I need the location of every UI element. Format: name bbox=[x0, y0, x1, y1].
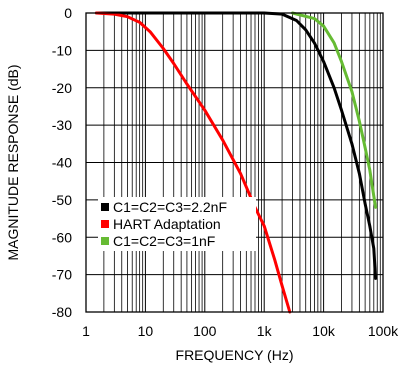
x-axis-title: FREQUENCY (Hz) bbox=[176, 347, 294, 363]
x-tick-label: 1 bbox=[82, 323, 90, 339]
legend-swatch bbox=[101, 220, 109, 228]
x-tick-labels: 1 10 100 1k 10k 100k bbox=[82, 323, 399, 339]
y-tick-label: 0 bbox=[64, 5, 72, 21]
y-tick-label: -30 bbox=[52, 117, 72, 133]
y-tick-label: -70 bbox=[52, 267, 72, 283]
x-tick-label: 10k bbox=[312, 323, 336, 339]
grid bbox=[86, 13, 383, 312]
legend-swatch bbox=[101, 237, 109, 245]
x-tick-label: 100k bbox=[368, 323, 399, 339]
x-tick-label: 100 bbox=[193, 323, 217, 339]
legend-entry-label: HART Adaptation bbox=[113, 216, 221, 232]
y-tick-labels: 0 -10 -20 -30 -40 -50 -60 -70 -80 bbox=[52, 5, 72, 320]
plot-frame bbox=[85, 12, 384, 313]
legend-background bbox=[98, 197, 256, 251]
y-tick-label: -20 bbox=[52, 80, 72, 96]
y-axis-title: MAGNITUDE RESPONSE (dB) bbox=[5, 64, 21, 260]
legend-entry-label: C1=C2=C3=1nF bbox=[113, 233, 215, 249]
y-tick-label: -80 bbox=[52, 304, 72, 320]
legend-entry-label: C1=C2=C3=2.2nF bbox=[113, 199, 227, 215]
y-tick-label: -50 bbox=[52, 192, 72, 208]
y-tick-label: -40 bbox=[52, 155, 72, 171]
y-tick-label: -10 bbox=[52, 42, 72, 58]
series-line-3 bbox=[291, 11, 378, 209]
x-tick-label: 1k bbox=[257, 323, 273, 339]
x-tick-label: 10 bbox=[138, 323, 154, 339]
y-tick-label: -60 bbox=[52, 229, 72, 245]
legend-swatch bbox=[101, 203, 109, 211]
series-line-2 bbox=[95, 11, 292, 314]
